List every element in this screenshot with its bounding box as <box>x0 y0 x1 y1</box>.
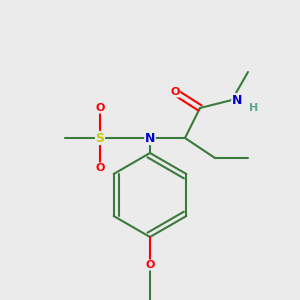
Text: O: O <box>95 103 105 113</box>
Text: N: N <box>145 131 155 145</box>
Text: H: H <box>249 103 259 113</box>
Text: O: O <box>145 260 155 270</box>
Text: S: S <box>95 131 104 145</box>
Text: N: N <box>232 94 242 106</box>
Text: O: O <box>170 87 180 97</box>
Text: O: O <box>95 163 105 173</box>
